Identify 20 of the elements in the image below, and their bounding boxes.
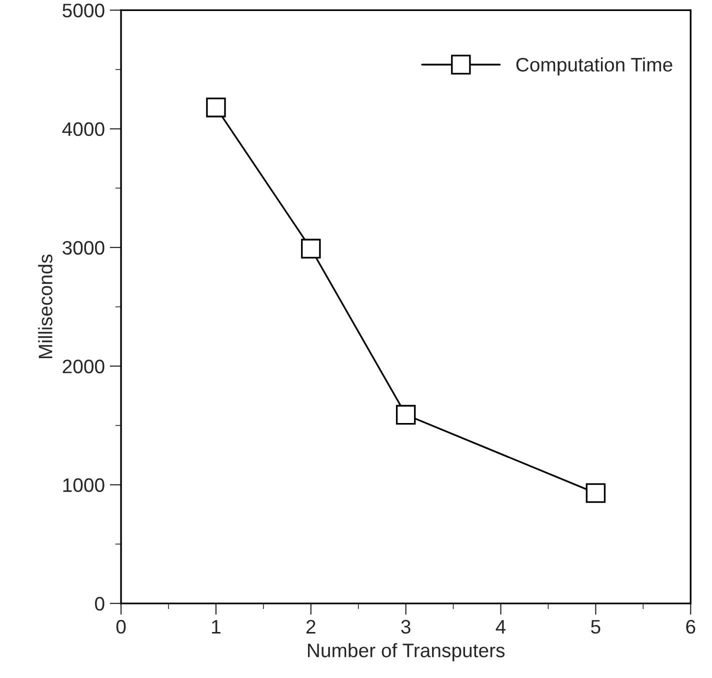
x-tick-label: 3 xyxy=(401,620,410,634)
x-tick-label: 6 xyxy=(686,620,696,634)
point xyxy=(586,483,606,503)
point xyxy=(301,238,321,259)
x-axis-title: Number of Transputers xyxy=(308,643,505,662)
y-tick-label: 1000 xyxy=(63,478,104,492)
y-tick-label: 3000 xyxy=(62,240,104,255)
y-tick-label: 5000 xyxy=(62,4,104,18)
point xyxy=(396,404,416,425)
legend-label: Computation Time xyxy=(516,57,672,76)
y-tick-label: 2000 xyxy=(62,360,104,374)
x-tick-label: 0 xyxy=(116,620,126,634)
x-tick-label: 1 xyxy=(212,620,220,634)
y-axis-title: Milliseconds xyxy=(38,254,52,358)
y-tick-label: 0 xyxy=(95,596,104,611)
x-tick-label: 5 xyxy=(591,620,600,634)
x-tick-label: 4 xyxy=(496,620,506,634)
point xyxy=(206,98,226,118)
x-tick-label: 2 xyxy=(306,620,316,634)
y-tick-label: 4000 xyxy=(62,122,104,136)
